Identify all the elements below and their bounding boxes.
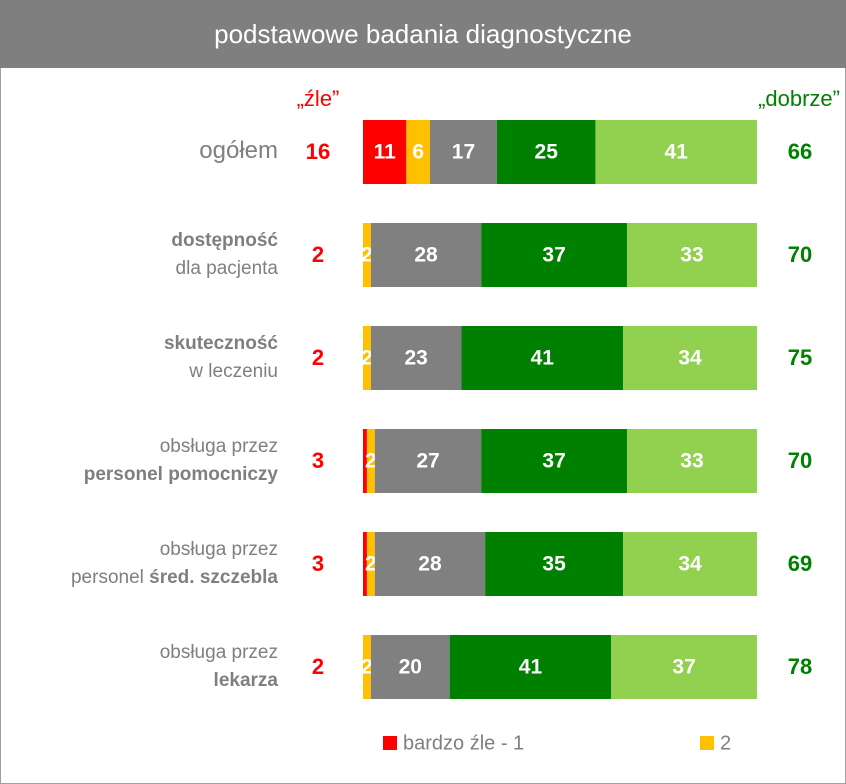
value-label: 37 [542,244,565,267]
bar-segment [363,326,371,390]
bar-segment [374,429,482,493]
value-label: 2 [361,347,373,370]
bar-segment [406,120,430,184]
value-label: 41 [665,141,689,164]
bar-segment [623,326,757,390]
bar-segment [363,635,371,699]
category-label: ogółem [199,137,278,164]
value-label: 33 [680,244,703,267]
category-label-part: lekarza [214,670,279,691]
good-total: 70 [788,448,812,473]
value-label: 37 [542,450,565,473]
bar-segment [370,326,462,390]
bar-segment [611,635,757,699]
category-label-part: śred. szczebla [149,567,278,588]
legend-swatch [383,736,397,750]
bar-segment [363,120,407,184]
value-label: 2 [361,244,373,267]
value-label: 35 [542,553,566,576]
value-label: 33 [680,450,703,473]
good-total: 70 [788,242,812,267]
value-label: 2 [365,553,377,576]
legend-label: bardzo źle - 1 [403,732,524,754]
category-label-part: dostępność [171,230,278,251]
bar-segment [370,635,450,699]
bar-segment [370,223,482,287]
bar-segment [429,120,497,184]
bar-segment [363,532,367,596]
chart-title: podstawowe badania diagnostyczne [214,19,632,49]
category-label: skuteczność [164,333,278,354]
value-label: 6 [412,141,424,164]
value-label: 25 [535,141,559,164]
bar-segment [481,223,627,287]
bar-segment [374,532,486,596]
bad-total: 2 [312,242,324,267]
category-label: personel śred. szczebla [71,567,278,588]
category-label-part: w leczeniu [188,361,278,382]
bar-segment [595,120,757,184]
bar-segment [481,429,627,493]
bad-total: 3 [312,551,324,576]
good-total: 78 [788,654,812,679]
value-label: 28 [418,553,442,576]
value-label: 28 [414,244,438,267]
value-label: 2 [365,450,377,473]
bad-total: 3 [312,448,324,473]
category-label-part: obsługa przez [160,539,278,560]
value-label: 41 [531,347,555,370]
category-label: personel pomocniczy [84,464,279,485]
category-label-part: skuteczność [164,333,278,354]
bar-segment [363,429,367,493]
bar-segment [623,532,757,596]
category-label: obsługa przez [160,436,278,457]
bar-segment [366,532,375,596]
good-total: 66 [788,139,812,164]
category-label-part: ogółem [199,137,278,164]
legend-label: 2 [720,732,731,754]
value-label: 11 [374,141,397,164]
value-label: 34 [678,347,702,370]
category-label-part: personel [71,567,149,588]
category-label: dla pacjenta [176,258,279,279]
bar-segment [449,635,612,699]
category-label: obsługa przez [160,642,278,663]
value-label: 2 [361,656,373,679]
bar-segment [626,429,757,493]
value-label: 34 [678,553,702,576]
category-label-part: dla pacjenta [176,258,279,279]
category-label-part: obsługa przez [160,642,278,663]
bar-segment [461,326,624,390]
category-label-part: personel pomocniczy [84,464,279,485]
bad-header: „źle” [297,86,340,111]
value-label: 20 [399,656,422,679]
category-label: obsługa przez [160,539,278,560]
good-total: 75 [788,345,812,370]
category-label: dostępność [171,230,278,251]
bad-total: 2 [312,654,324,679]
good-header: „dobrze” [758,86,840,111]
value-label: 27 [416,450,439,473]
bar-segment [485,532,624,596]
category-label: lekarza [214,670,279,691]
bar-segment [626,223,757,287]
bad-total: 16 [306,139,330,164]
value-label: 17 [452,141,475,164]
bar-segment [366,429,375,493]
category-label: w leczeniu [188,361,278,382]
bad-total: 2 [312,345,324,370]
bar-segment [496,120,596,184]
good-total: 69 [788,551,812,576]
bar-segment [363,223,371,287]
value-label: 37 [672,656,695,679]
header [0,0,846,68]
value-label: 41 [519,656,543,679]
value-label: 23 [405,347,428,370]
legend-swatch [700,736,714,750]
category-label-part: obsługa przez [160,436,278,457]
